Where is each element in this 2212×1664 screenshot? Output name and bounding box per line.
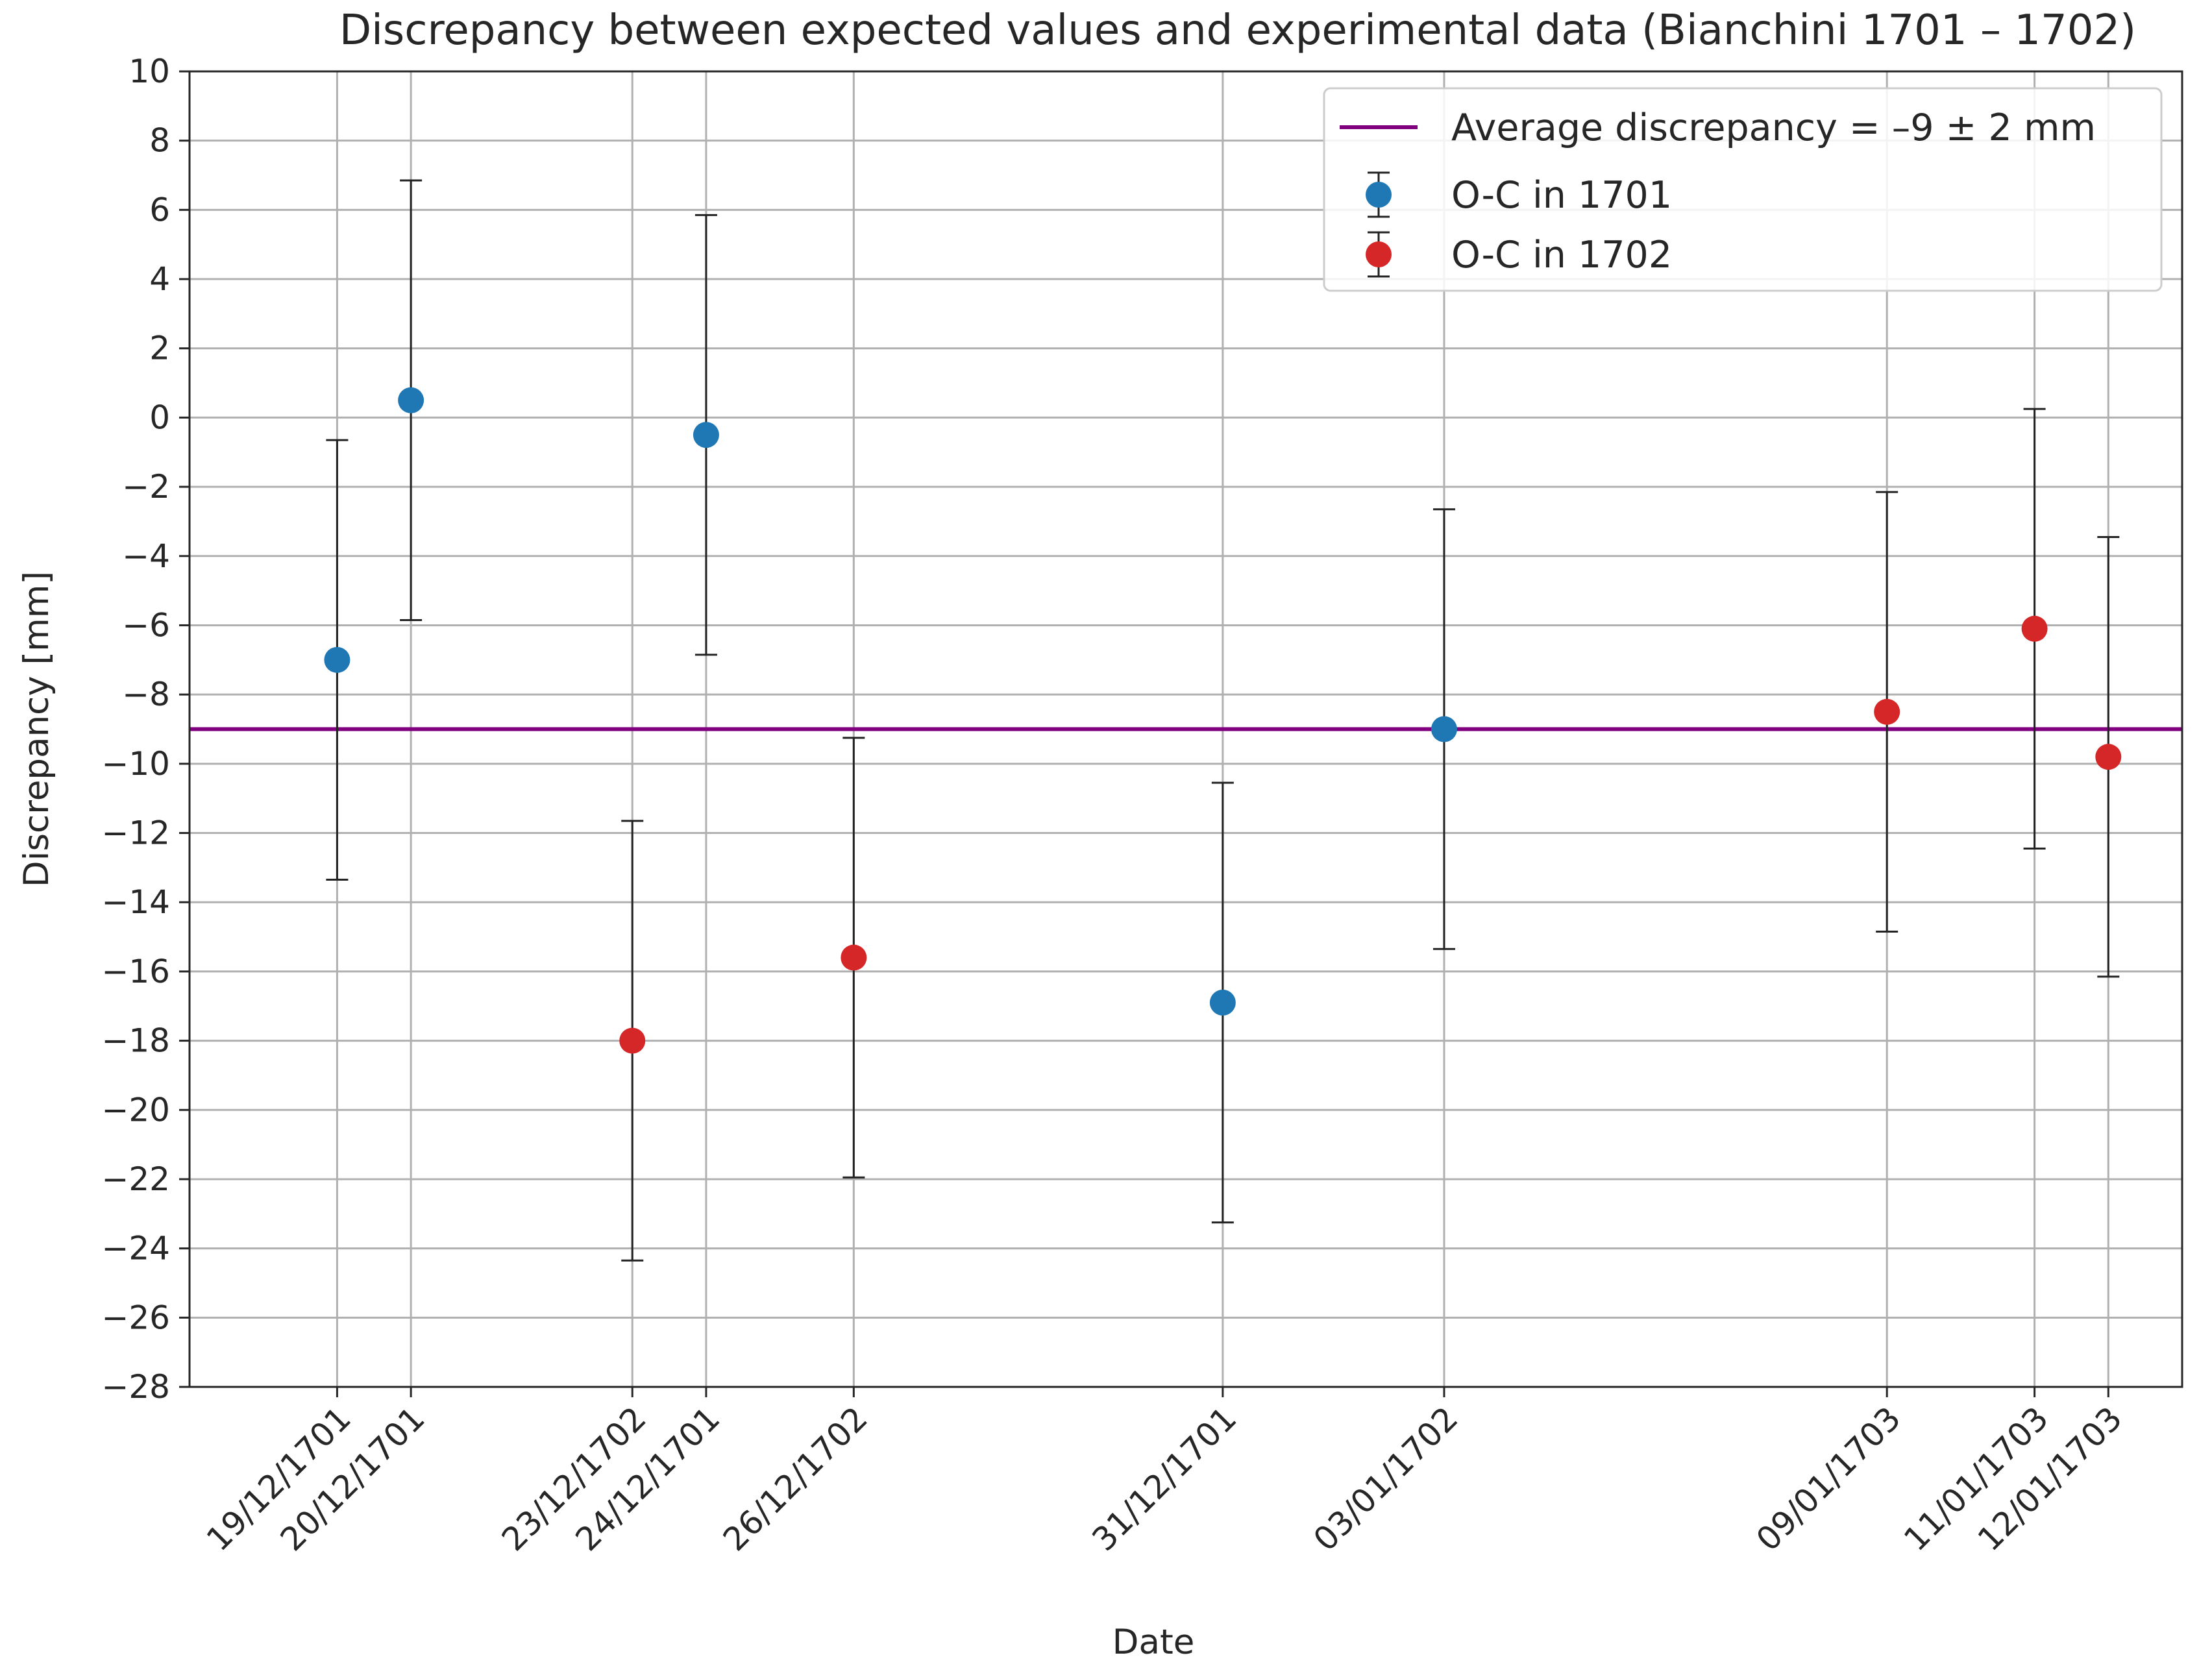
y-tick-label: −6 (122, 606, 170, 644)
y-tick-label: −8 (122, 676, 170, 713)
data-point (619, 1027, 646, 1054)
legend: Average discrepancy = –9 ± 2 mm O-C in 17… (1323, 87, 2163, 292)
data-point (1209, 989, 1236, 1016)
legend-box (1323, 87, 2163, 292)
data-point (693, 422, 719, 448)
x-tick-label: 09/01/1703 (1749, 1399, 1908, 1558)
y-tick-label: −14 (101, 883, 170, 921)
y-tick-label: −28 (101, 1368, 170, 1406)
y-tick-label: −4 (122, 537, 170, 575)
data-point (1874, 698, 1900, 725)
y-tick-label: 0 (149, 398, 170, 436)
y-tick-label: −26 (101, 1299, 170, 1336)
y-tick-label: −20 (101, 1091, 170, 1129)
y-tick-label: −24 (101, 1230, 170, 1267)
data-points (324, 387, 2122, 1054)
y-tick-label: −22 (101, 1160, 170, 1198)
legend-label-series: O-C in 1702 (1451, 234, 1672, 276)
y-tick-label: −2 (122, 468, 170, 506)
y-tick-label: 6 (149, 191, 170, 228)
y-tick-label: −18 (101, 1022, 170, 1060)
x-tick-label: 31/12/1701 (1085, 1399, 1244, 1558)
y-tick-label: −16 (101, 953, 170, 990)
legend-label-average: Average discrepancy = –9 ± 2 mm (1451, 106, 2096, 149)
legend-label-series: O-C in 1701 (1451, 174, 1672, 217)
data-point (2021, 615, 2048, 642)
y-tick-label: −12 (101, 814, 170, 852)
y-axis-title: Discrepancy [mm] (17, 571, 56, 887)
x-tick-label: 03/01/1702 (1307, 1399, 1466, 1558)
y-tick-label: −10 (101, 745, 170, 783)
legend-marker (1366, 182, 1392, 208)
y-tick-label: 2 (149, 330, 170, 367)
data-point (1431, 716, 1457, 742)
data-point (2095, 744, 2122, 770)
data-point (324, 646, 350, 673)
y-tick-label: 8 (149, 122, 170, 160)
y-tick-label: 10 (129, 53, 170, 90)
x-axis-title: Date (1112, 1622, 1195, 1662)
data-point (841, 944, 867, 971)
x-tick-label: 26/12/1702 (716, 1399, 875, 1558)
chart-title: Discrepancy between expected values and … (339, 6, 2136, 55)
y-axis-ticks: 10 8 6 4 2 0 −2 −4 −6 −8 −10 −12 −14 −16 −18 −20 −22 −24 −… (101, 53, 190, 1406)
data-point (398, 387, 424, 413)
legend-marker (1366, 241, 1392, 267)
y-tick-label: 4 (149, 260, 170, 298)
plot-frame (188, 70, 2183, 1388)
